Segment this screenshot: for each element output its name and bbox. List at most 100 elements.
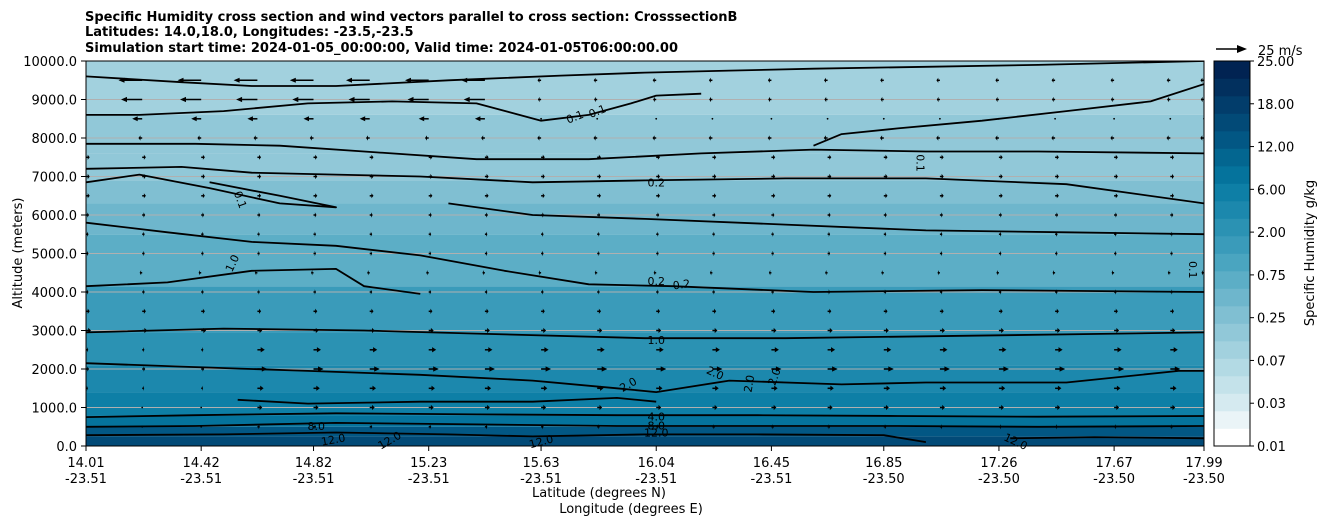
wind-vector-head	[714, 327, 718, 334]
wind-vector-head	[1057, 327, 1061, 334]
wind-vector	[768, 96, 772, 103]
wind-vector-head	[1003, 366, 1009, 372]
wind-vector-head	[314, 250, 316, 257]
wind-vector	[998, 117, 1000, 120]
wind-vector-head	[407, 96, 414, 103]
wind-vector-head	[371, 173, 374, 180]
wind-vector-head	[941, 289, 943, 295]
wind-vector-head	[713, 289, 715, 295]
wind-vector	[236, 96, 258, 103]
wind-vector-dot	[655, 117, 658, 120]
wind-vector-head	[259, 173, 262, 180]
y-tick-label-6: 6000.0	[32, 209, 78, 224]
x-tick-lat-1: 14.42	[183, 456, 220, 471]
wind-vector-head	[370, 231, 373, 237]
colorbar-segment-4	[1214, 358, 1250, 377]
wind-vector-head	[884, 424, 887, 430]
wind-vector	[998, 404, 1004, 411]
wind-vector	[428, 154, 433, 160]
wind-vector-head	[87, 231, 89, 237]
wind-vector	[656, 173, 660, 180]
wind-vector-head	[1056, 308, 1059, 314]
wind-vector	[1114, 308, 1118, 314]
wind-vector	[1204, 174, 1208, 179]
wind-vector	[656, 289, 659, 295]
wind-vector-head	[542, 250, 544, 257]
wind-vector-head	[659, 385, 663, 391]
wind-vector	[309, 135, 314, 141]
wind-vector	[369, 231, 373, 237]
wind-vector	[712, 289, 715, 295]
wind-vector	[998, 173, 1003, 180]
wind-vector-head	[1115, 212, 1118, 218]
chart-title-line-2: Latitudes: 14.0,18.0, Longitudes: -23.5,…	[85, 25, 414, 40]
wind-vector-head	[314, 212, 317, 218]
wind-vector-head	[657, 173, 660, 180]
wind-vector	[428, 327, 434, 334]
wind-vector-head	[177, 77, 184, 83]
colorbar-segment-18	[1214, 113, 1250, 132]
wind-vector	[708, 77, 713, 83]
wind-vector	[1055, 404, 1061, 411]
colorbar-segment-11	[1214, 236, 1250, 254]
wind-vector-head	[202, 289, 204, 295]
contour-line-12.0-14	[86, 431, 927, 443]
x-tick-lon-7: -23.50	[863, 472, 905, 487]
wind-vector-head	[1116, 404, 1120, 411]
contour-label-0: 0.1	[564, 108, 585, 127]
wind-vector	[313, 424, 316, 430]
wind-vector	[461, 77, 485, 83]
wind-vector	[1055, 231, 1058, 237]
wind-vector	[827, 250, 831, 257]
wind-vector-head	[84, 270, 85, 275]
wind-vector	[428, 250, 432, 257]
chart-title-line-1: Specific Humidity cross section and wind…	[85, 10, 737, 25]
wind-vector	[369, 193, 374, 199]
wind-vector-head	[598, 212, 601, 218]
wind-vector	[366, 135, 370, 141]
colorbar-segment-16	[1214, 148, 1250, 167]
wind-vector	[597, 289, 600, 295]
wind-vector-head	[713, 250, 715, 257]
wind-vector-head	[941, 250, 943, 257]
wind-vector	[1170, 193, 1174, 199]
wind-vector	[1170, 347, 1178, 353]
wind-vector	[484, 193, 489, 199]
wind-vector-head	[143, 308, 146, 314]
wind-vector-head	[316, 347, 321, 353]
wind-vector-head	[315, 173, 318, 180]
wind-vector-head	[657, 424, 659, 430]
wind-vector-head	[259, 404, 263, 411]
wind-vector	[882, 117, 885, 120]
wind-vector-head	[657, 308, 660, 314]
wind-vector	[474, 116, 485, 122]
wind-vector-head	[1110, 96, 1113, 103]
wind-vector-head	[486, 193, 489, 199]
x-tick-lon-8: -23.50	[978, 472, 1020, 487]
wind-vector	[257, 404, 263, 411]
wind-vector	[593, 135, 598, 141]
wind-vector	[142, 385, 145, 391]
wind-vector	[541, 193, 545, 199]
wind-vector	[142, 193, 146, 199]
wind-vector	[541, 385, 548, 391]
wind-vector	[428, 385, 435, 391]
y-tick-label-8: 8000.0	[32, 132, 78, 147]
wind-vector-head	[1166, 77, 1169, 83]
colorbar-segment-6	[1214, 323, 1250, 342]
wind-vector	[712, 404, 718, 411]
wind-vector-head	[197, 135, 200, 141]
wind-vector-dot	[882, 117, 885, 120]
contour-label-text: 8.0	[647, 420, 665, 433]
wind-vector-head	[1056, 424, 1058, 430]
wind-vector-head	[709, 270, 712, 276]
wind-vector	[540, 117, 542, 120]
x-axis-label-2: Longitude (degrees E)	[559, 502, 703, 517]
x-tick-lat-7: 16.85	[865, 456, 902, 471]
wind-vector	[1114, 154, 1118, 160]
wind-vector	[1204, 347, 1212, 352]
wind-vector	[1054, 117, 1056, 120]
wind-vector-head	[430, 308, 433, 314]
wind-vector	[827, 231, 831, 237]
wind-vector	[939, 366, 950, 372]
